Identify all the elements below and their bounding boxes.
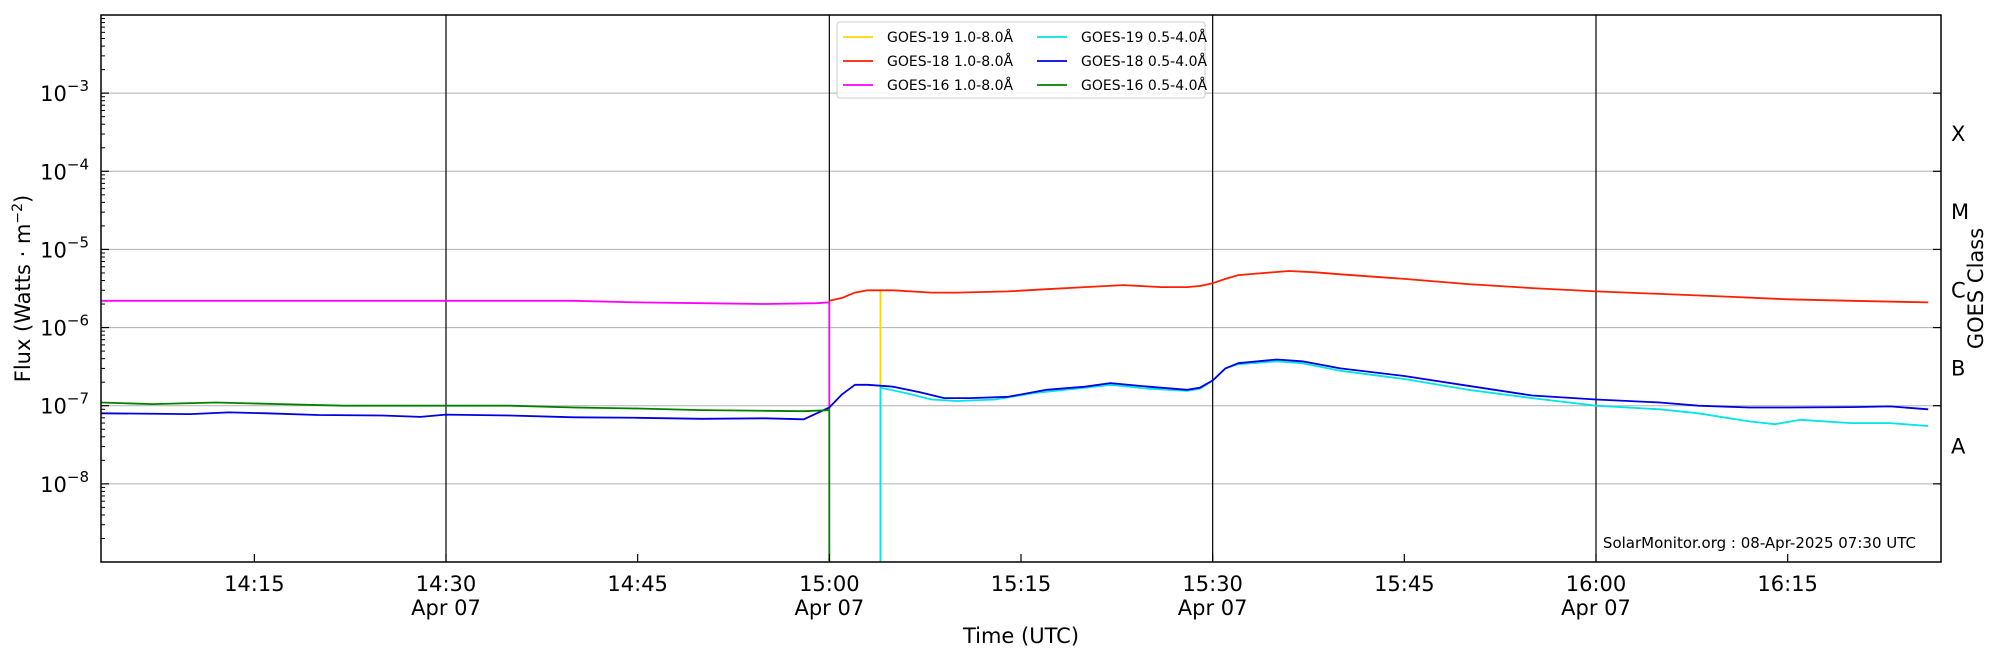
- series-line-5: [100, 401, 831, 562]
- credit-text: SolarMonitor.org : 08-Apr-2025 07:30 UTC: [1603, 534, 1916, 552]
- legend: GOES-19 1.0-8.0Å GOES-18 1.0-8.0Å GOES-16 …: [836, 21, 1207, 99]
- series-line-4: [100, 358, 1929, 421]
- x-tick-label-8: 16:15: [1757, 572, 1818, 596]
- y-tick-label-3: 10−5: [40, 233, 89, 262]
- goes-class-B: B: [1951, 356, 1965, 380]
- y-tick-base: 10: [40, 317, 67, 341]
- x-tick-date-label-7: Apr 07: [1561, 596, 1631, 620]
- y-tick-label-0: 10−8: [40, 468, 89, 497]
- y-axis-title-close: ): [11, 195, 35, 203]
- x-tick-label-5: 15:30: [1182, 572, 1243, 596]
- y-tick-base: 10: [40, 395, 67, 419]
- y-tick-exponent: −6: [67, 312, 89, 330]
- legend-box: [836, 21, 1206, 99]
- y-tick-label-1: 10−7: [40, 390, 89, 419]
- x-tick-date-label-1: Apr 07: [411, 596, 481, 620]
- goes-class-axis-title: GOES Class: [1964, 228, 1988, 349]
- y-axis-title-exponent: −2: [10, 203, 26, 224]
- legend-label-4: GOES-18 0.5-4.0Å: [1081, 53, 1207, 70]
- y-tick-label-4: 10−4: [40, 155, 89, 184]
- legend-label-3: GOES-19 0.5-4.0Å: [1081, 29, 1207, 46]
- y-tick-base: 10: [40, 160, 67, 184]
- y-tick-base: 10: [40, 238, 67, 262]
- y-tick-exponent: −4: [67, 155, 89, 173]
- y-tick-exponent: −8: [67, 468, 89, 486]
- y-tick-base: 10: [40, 473, 67, 497]
- x-tick-label-3: 15:00: [799, 572, 860, 596]
- goes-class-X: X: [1951, 122, 1965, 146]
- x-tick-label-0: 14:15: [224, 572, 285, 596]
- x-axis-title: Time (UTC): [962, 624, 1079, 648]
- series-line-1: [829, 270, 1929, 304]
- goes-class-M: M: [1951, 200, 1969, 224]
- series-line-3: [879, 360, 1929, 562]
- goes-class-labels: A B C M X: [1951, 122, 1969, 459]
- legend-label-5: GOES-16 0.5-4.0Å: [1081, 77, 1207, 94]
- tick-layer: [101, 18, 1941, 562]
- goes-class-A: A: [1951, 435, 1966, 459]
- x-tick-label-6: 15:45: [1374, 572, 1435, 596]
- legend-label-0: GOES-19 1.0-8.0Å: [887, 29, 1013, 46]
- y-tick-base: 10: [40, 82, 67, 106]
- y-tick-exponent: −3: [67, 77, 89, 95]
- y-tick-exponent: −7: [67, 390, 89, 408]
- x-tick-label-1: 14:30: [416, 572, 477, 596]
- x-tick-date-label-5: Apr 07: [1178, 596, 1248, 620]
- legend-label-2: GOES-16 1.0-8.0Å: [887, 77, 1013, 94]
- y-tick-label-2: 10−6: [40, 312, 89, 341]
- y-tick-label-5: 10−3: [40, 77, 89, 106]
- x-tick-label-7: 16:00: [1566, 572, 1627, 596]
- grid-layer: [101, 92, 1941, 485]
- x-tick-label-2: 14:45: [607, 572, 668, 596]
- series-layer: [100, 270, 1929, 562]
- series-line-2: [101, 299, 831, 410]
- y-axis-title-main: Flux (Watts · m: [11, 224, 35, 383]
- y-tick-exponent: −5: [67, 233, 89, 251]
- x-tick-date-label-3: Apr 07: [794, 596, 864, 620]
- y-axis-title: Flux (Watts · m−2): [10, 195, 35, 383]
- legend-label-1: GOES-18 1.0-8.0Å: [887, 53, 1013, 70]
- x-tick-label-4: 15:15: [991, 572, 1052, 596]
- goes-class-C: C: [1951, 278, 1966, 302]
- y-tick-labels: 10−810−710−610−510−410−3: [40, 77, 89, 497]
